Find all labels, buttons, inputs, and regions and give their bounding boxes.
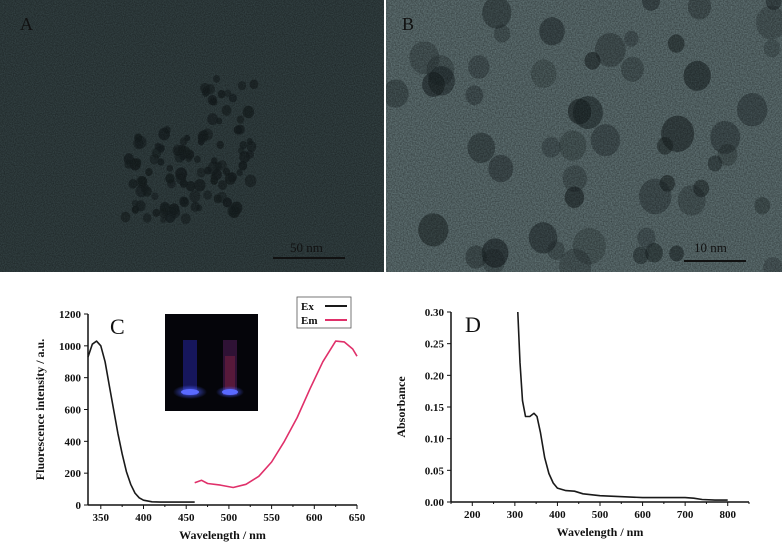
vial-blue <box>183 340 197 395</box>
panel-label-a: A <box>20 14 33 34</box>
x-tick-label: 200 <box>464 509 481 521</box>
x-tick-label: 400 <box>549 509 566 521</box>
x-tick-label: 300 <box>507 509 524 521</box>
x-tick-label: 500 <box>221 512 238 524</box>
legend-label-ex: Ex <box>301 301 314 313</box>
x-tick-label: 650 <box>349 512 366 524</box>
y-tick-label: 1000 <box>59 341 82 353</box>
y-tick-label: 1200 <box>59 309 82 321</box>
y-tick-label: 400 <box>65 436 82 448</box>
vial-red-liquid <box>225 356 235 394</box>
x-axis-title: Wavelength / nm <box>179 528 266 542</box>
scale-bar-label-b: 10 nm <box>694 240 727 255</box>
charts-area: 350 400 450 500 550 600 650 0 200 400 600 800 1000 12… <box>33 296 750 542</box>
x-tick-label: 450 <box>178 512 195 524</box>
tem-image-a: A 50 nm <box>0 0 384 272</box>
x-axis-title: Wavelength / nm <box>557 525 644 539</box>
x-tick-label: 600 <box>634 509 651 521</box>
scale-bar-a <box>273 257 345 259</box>
x-tick-label: 550 <box>263 512 280 524</box>
tem-image-b: B 10 nm <box>386 0 782 272</box>
series-line-absorbance <box>517 311 728 501</box>
inset-photo <box>165 314 258 411</box>
y-axis-title: Fluorescence intensity / a.u. <box>33 339 47 480</box>
x-tick-label: 600 <box>306 512 323 524</box>
y-tick-label: 0.10 <box>425 434 445 446</box>
y-tick-label: 0.30 <box>425 307 445 319</box>
y-tick-label: 0.25 <box>425 339 445 351</box>
panel-label-d: D <box>465 312 481 337</box>
x-tick-label: 500 <box>592 509 609 521</box>
vial-base-right <box>222 389 238 395</box>
legend-box <box>296 296 352 329</box>
legend-label-em: Em <box>301 315 318 327</box>
y-tick-label: 0.05 <box>425 465 445 477</box>
x-tick-label: 350 <box>93 512 110 524</box>
y-axis-title: Absorbance <box>394 376 408 438</box>
y-tick-label: 0.20 <box>425 370 445 382</box>
chart-C: 350 400 450 500 550 600 650 0 200 400 600 800 1000 12… <box>33 296 366 542</box>
y-tick-label: 200 <box>65 468 82 480</box>
y-tick-label: 800 <box>65 373 82 385</box>
panel-label-b: B <box>402 14 415 34</box>
panel-label-c: C <box>110 314 125 339</box>
y-tick-label: 0.00 <box>425 497 445 509</box>
x-tick-label: 400 <box>135 512 152 524</box>
scale-bar-label-a: 50 nm <box>290 240 323 255</box>
tem-noise <box>386 0 782 272</box>
y-tick-label: 0 <box>76 500 82 512</box>
chart-D: 200 300 400 500 600 700 800 0.00 0.05 0.10 0.15 0.2… <box>394 307 750 539</box>
x-tick-label: 800 <box>719 509 736 521</box>
vial-base-left <box>181 389 199 395</box>
y-tick-label: 0.15 <box>425 402 445 414</box>
scale-bar-b <box>684 260 746 262</box>
legend: Ex Em <box>296 296 352 329</box>
series-line-em <box>194 340 358 489</box>
tem-noise <box>0 0 384 272</box>
series-line-ex <box>87 340 195 503</box>
x-tick-label: 700 <box>677 509 694 521</box>
y-tick-label: 600 <box>65 405 82 417</box>
